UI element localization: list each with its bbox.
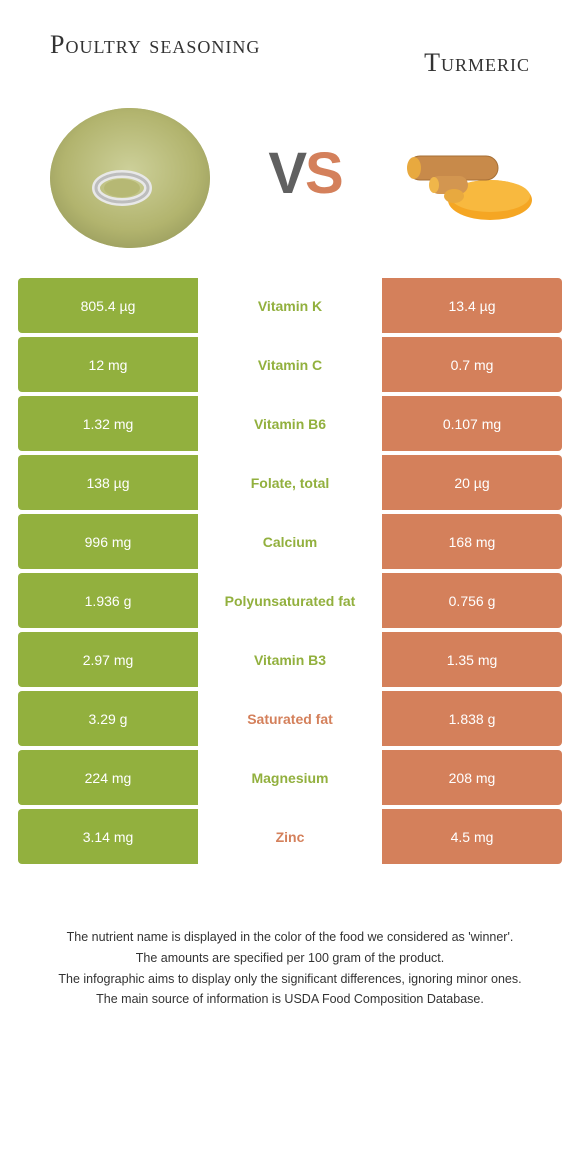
footer-line: The infographic aims to display only the… (30, 970, 550, 989)
footer-notes: The nutrient name is displayed in the co… (0, 868, 580, 1009)
right-value: 0.7 mg (382, 337, 562, 392)
left-value: 3.29 g (18, 691, 198, 746)
right-value: 1.35 mg (382, 632, 562, 687)
table-row: 2.97 mgVitamin B31.35 mg (18, 632, 562, 687)
food-left-image (40, 88, 220, 258)
left-value: 2.97 mg (18, 632, 198, 687)
left-value: 224 mg (18, 750, 198, 805)
nutrient-name: Saturated fat (198, 691, 382, 746)
table-row: 12 mgVitamin C0.7 mg (18, 337, 562, 392)
table-row: 996 mgCalcium168 mg (18, 514, 562, 569)
right-value: 168 mg (382, 514, 562, 569)
left-value: 3.14 mg (18, 809, 198, 864)
left-value: 805.4 µg (18, 278, 198, 333)
right-value: 0.756 g (382, 573, 562, 628)
table-row: 1.936 gPolyunsaturated fat0.756 g (18, 573, 562, 628)
nutrient-name: Zinc (198, 809, 382, 864)
table-row: 805.4 µgVitamin K13.4 µg (18, 278, 562, 333)
vs-v: V (268, 141, 305, 206)
images-row: VS (0, 88, 580, 278)
right-value: 208 mg (382, 750, 562, 805)
right-value: 4.5 mg (382, 809, 562, 864)
left-value: 1.32 mg (18, 396, 198, 451)
left-value: 996 mg (18, 514, 198, 569)
food-right-image (390, 118, 540, 228)
right-value: 1.838 g (382, 691, 562, 746)
nutrient-name: Vitamin B3 (198, 632, 382, 687)
vs-s: S (305, 141, 342, 206)
turmeric-icon (390, 118, 540, 228)
food-left-title: Poultry seasoning (50, 30, 290, 60)
nutrient-name: Vitamin C (198, 337, 382, 392)
nutrient-name: Vitamin K (198, 278, 382, 333)
table-row: 3.14 mgZinc4.5 mg (18, 809, 562, 864)
footer-line: The main source of information is USDA F… (30, 990, 550, 1009)
right-value: 20 µg (382, 455, 562, 510)
food-right-title: Turmeric (290, 30, 530, 78)
table-row: 224 mgMagnesium208 mg (18, 750, 562, 805)
table-row: 1.32 mgVitamin B60.107 mg (18, 396, 562, 451)
nutrient-name: Calcium (198, 514, 382, 569)
left-value: 12 mg (18, 337, 198, 392)
nutrient-table: 805.4 µgVitamin K13.4 µg12 mgVitamin C0.… (18, 278, 562, 864)
table-row: 138 µgFolate, total20 µg (18, 455, 562, 510)
footer-line: The nutrient name is displayed in the co… (30, 928, 550, 947)
footer-line: The amounts are specified per 100 gram o… (30, 949, 550, 968)
right-value: 0.107 mg (382, 396, 562, 451)
vs-label: VS (268, 140, 341, 207)
header: Poultry seasoning Turmeric (0, 0, 580, 88)
left-value: 138 µg (18, 455, 198, 510)
nutrient-name: Vitamin B6 (198, 396, 382, 451)
nutrient-name: Polyunsaturated fat (198, 573, 382, 628)
nutrient-name: Magnesium (198, 750, 382, 805)
left-value: 1.936 g (18, 573, 198, 628)
right-value: 13.4 µg (382, 278, 562, 333)
poultry-seasoning-icon (40, 88, 220, 258)
table-row: 3.29 gSaturated fat1.838 g (18, 691, 562, 746)
nutrient-name: Folate, total (198, 455, 382, 510)
